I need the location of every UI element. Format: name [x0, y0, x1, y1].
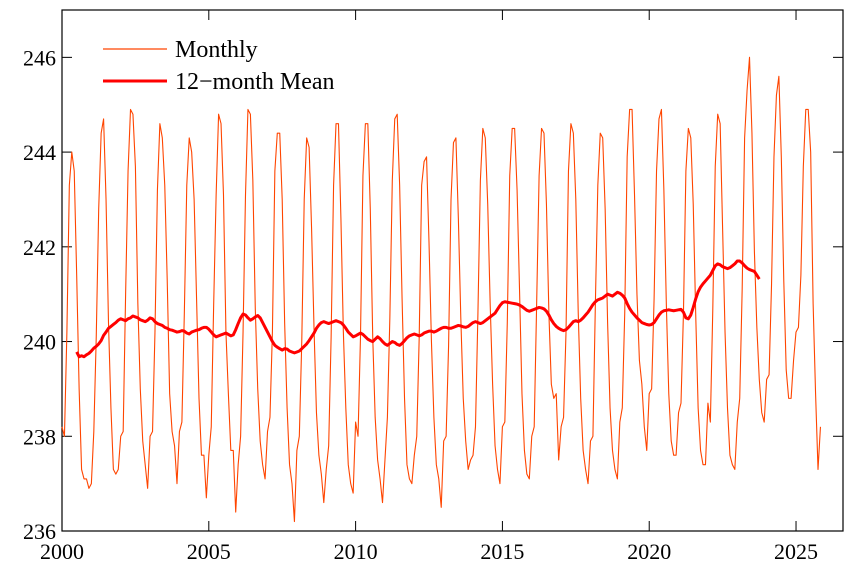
series-monthly-line: [61, 56, 822, 523]
x-tick-label: 2015: [480, 539, 524, 564]
axis-ticks: 2000 2005 2010 2015 2020 2025 236 238 240 242 244 2…: [23, 10, 843, 564]
plot-frame: [61, 9, 844, 532]
x-tick-label: 2000: [40, 539, 84, 564]
y-tick-label: 242: [23, 235, 56, 260]
y-tick-label: 240: [23, 330, 56, 355]
series-layer: [61, 56, 822, 523]
x-tick-label: 2020: [627, 539, 671, 564]
y-tick-label: 246: [23, 45, 56, 70]
series-12-month-mean-line: [75, 259, 761, 359]
x-tick-label: 2005: [187, 539, 231, 564]
x-tick-label: 2010: [334, 539, 378, 564]
x-tick-label: 2025: [774, 539, 818, 564]
legend-label-monthly: Monthly: [175, 37, 258, 63]
y-tick-label: 244: [23, 140, 56, 165]
legend-label-12-month-mean: 12−month Mean: [175, 69, 335, 95]
y-tick-label: 236: [23, 519, 56, 544]
y-tick-label: 238: [23, 424, 56, 449]
legend: Monthly 12−month Mean: [103, 37, 335, 95]
